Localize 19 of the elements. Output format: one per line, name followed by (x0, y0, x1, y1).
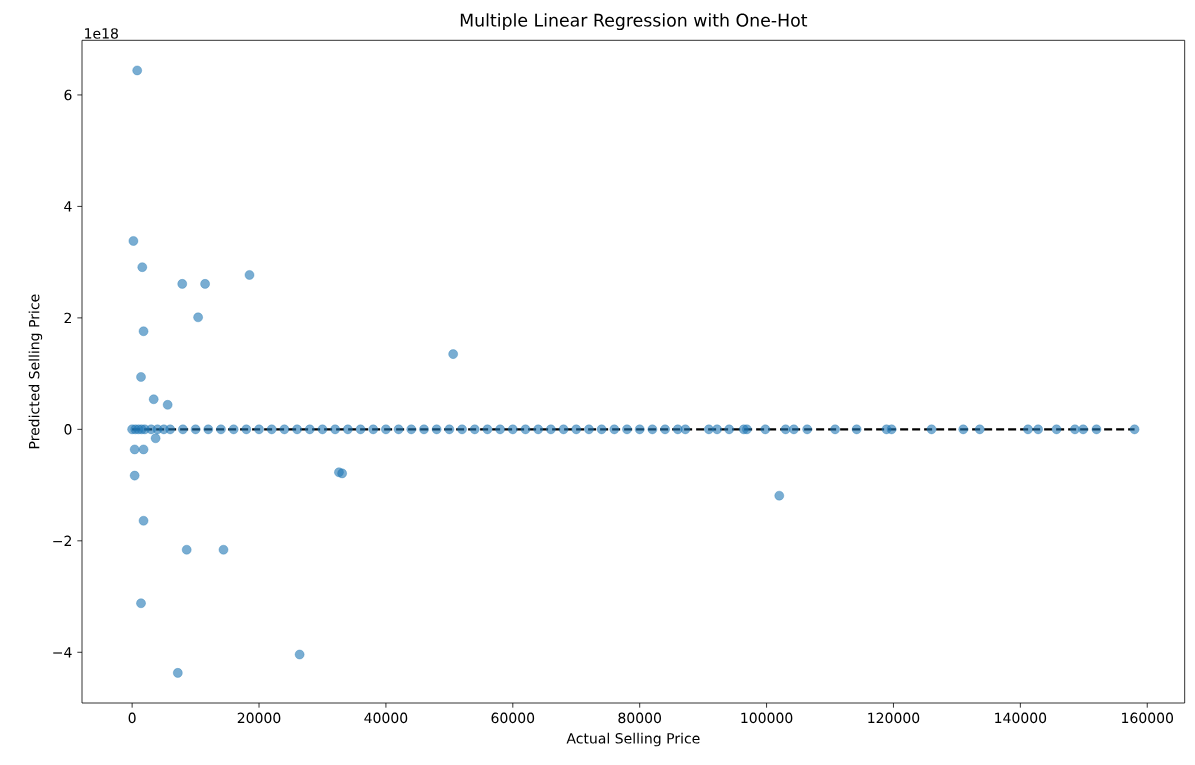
x-tick-label: 20000 (237, 712, 281, 724)
x-tick-label: 160000 (1122, 712, 1174, 724)
x-tick-label: 60000 (491, 712, 535, 724)
chart-title: Multiple Linear Regression with One-Hot (460, 13, 808, 31)
y-axis-title: Predicted Selling Price (28, 294, 43, 449)
y-tick-label: −4 (53, 647, 72, 658)
y-tick-label: 0 (64, 424, 72, 435)
y-tick-label: −2 (53, 535, 72, 547)
y-tick-label: 4 (64, 201, 72, 212)
y-tick-label: 6 (64, 89, 72, 101)
x-tick-label: 120000 (868, 712, 920, 724)
x-tick-label: 0 (128, 712, 136, 724)
x-tick-label: 140000 (995, 712, 1047, 724)
x-tick-label: 100000 (741, 712, 793, 724)
x-tick-label: 80000 (618, 712, 661, 724)
text: 1e18 (85, 28, 118, 39)
y-tick-label: 2 (64, 312, 72, 324)
x-tick-label: 40000 (364, 712, 408, 724)
x-axis-title: Actual Selling Price (566, 732, 700, 747)
